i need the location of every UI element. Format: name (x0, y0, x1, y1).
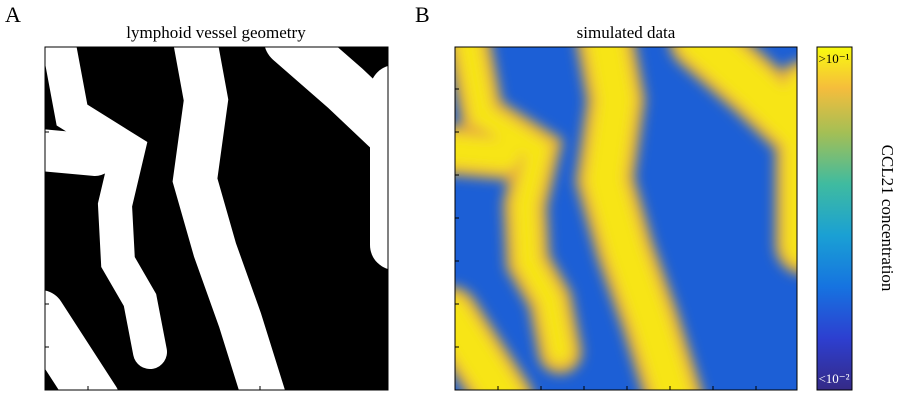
geometry-image (45, 47, 388, 390)
axis-ticks (45, 88, 347, 390)
panel-label: A (5, 2, 21, 27)
axis-ticks (455, 88, 757, 390)
colorbar-min-label: <10⁻² (818, 371, 849, 386)
colorbar-title: CCL21 concentration (878, 145, 897, 292)
simulation-image (455, 47, 797, 390)
panel-title: lymphoid vessel geometry (126, 23, 306, 42)
panel-title: simulated data (577, 23, 676, 42)
panel-label: B (415, 2, 430, 27)
colorbar-max-label: >10⁻¹ (818, 51, 849, 66)
colorbar (816, 46, 853, 391)
